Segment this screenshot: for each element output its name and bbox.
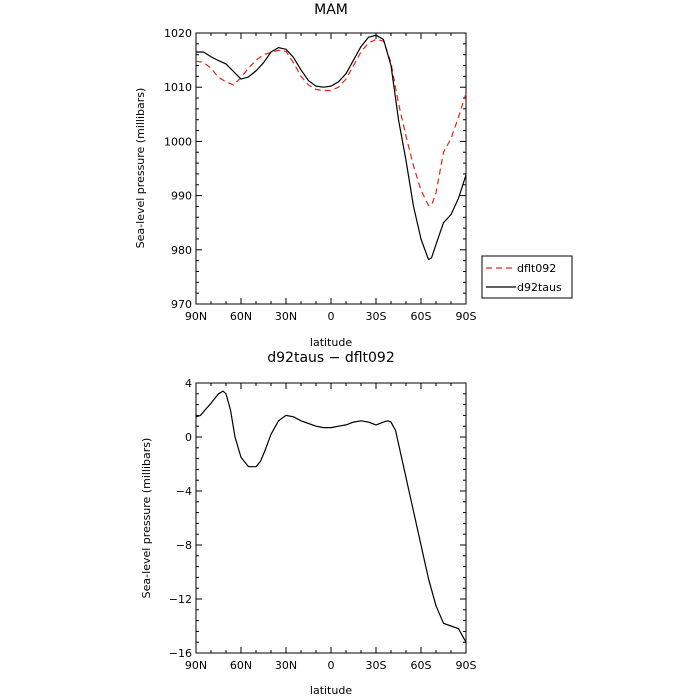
top-panel: MAM 90N 60N 30N 0 30S 60S 90S 970 980 990 1000 1010… [134, 2, 573, 349]
y-tick-label: 980 [171, 244, 192, 257]
x-tick-label: 90N [185, 310, 207, 323]
series-line-panel1-series0 [195, 390, 467, 643]
legend-label-d92taus: d92taus [517, 281, 562, 294]
bottom-plot-area: 90N 60N 30N 0 30S 60S 90S −16 −12 −8 −4 0 4 [169, 377, 477, 672]
series-line-dflt092 [195, 38, 467, 206]
y-tick-label: 1020 [164, 27, 192, 40]
top-chart-title: MAM [314, 2, 348, 18]
x-tick-label: 60S [411, 310, 432, 323]
bottom-y-axis-label: Sea-level pressure (millibars) [140, 438, 153, 599]
legend-box [481, 255, 573, 299]
x-tick-label: 0 [328, 310, 335, 323]
x-tick-label: 0 [328, 659, 335, 672]
x-tick-label: 90S [456, 310, 477, 323]
x-tick-label: 60N [230, 659, 252, 672]
top-plot-area: 90N 60N 30N 0 30S 60S 90S 970 980 990 1000 1010 1020 [164, 27, 477, 323]
plot-frame [195, 382, 467, 654]
series-line-d92taus [196, 34, 467, 261]
bottom-chart-title: d92taus − dflt092 [267, 350, 394, 366]
y-tick-label: −16 [169, 647, 192, 660]
bottom-x-axis-label: latitude [310, 684, 352, 697]
x-tick-label: 30N [275, 310, 297, 323]
y-tick-label: 0 [185, 431, 192, 444]
plot-frame [195, 32, 467, 305]
legend-label-dflt092: dflt092 [517, 262, 556, 275]
y-tick-label: 970 [171, 298, 192, 311]
x-tick-label: 30S [366, 659, 387, 672]
top-y-axis-label: Sea-level pressure (millibars) [134, 88, 147, 249]
y-tick-label: 4 [185, 377, 192, 390]
x-tick-label: 30N [275, 659, 297, 672]
x-tick-label: 60S [411, 659, 432, 672]
x-tick-label: 90S [456, 659, 477, 672]
y-tick-label: 990 [171, 190, 192, 203]
x-tick-label: 60N [230, 310, 252, 323]
y-tick-label: −8 [176, 539, 192, 552]
x-tick-label: 90N [185, 659, 207, 672]
legend: dflt092 d92taus [481, 255, 573, 299]
y-tick-label: −12 [169, 593, 192, 606]
bottom-panel: d92taus − dflt092 90N 60N 30N 0 30S 60S 90S −16… [140, 350, 477, 697]
y-tick-label: 1010 [164, 81, 192, 94]
x-tick-label: 30S [366, 310, 387, 323]
y-tick-label: −4 [176, 485, 192, 498]
top-x-axis-label: latitude [310, 336, 352, 349]
y-tick-label: 1000 [164, 135, 192, 148]
